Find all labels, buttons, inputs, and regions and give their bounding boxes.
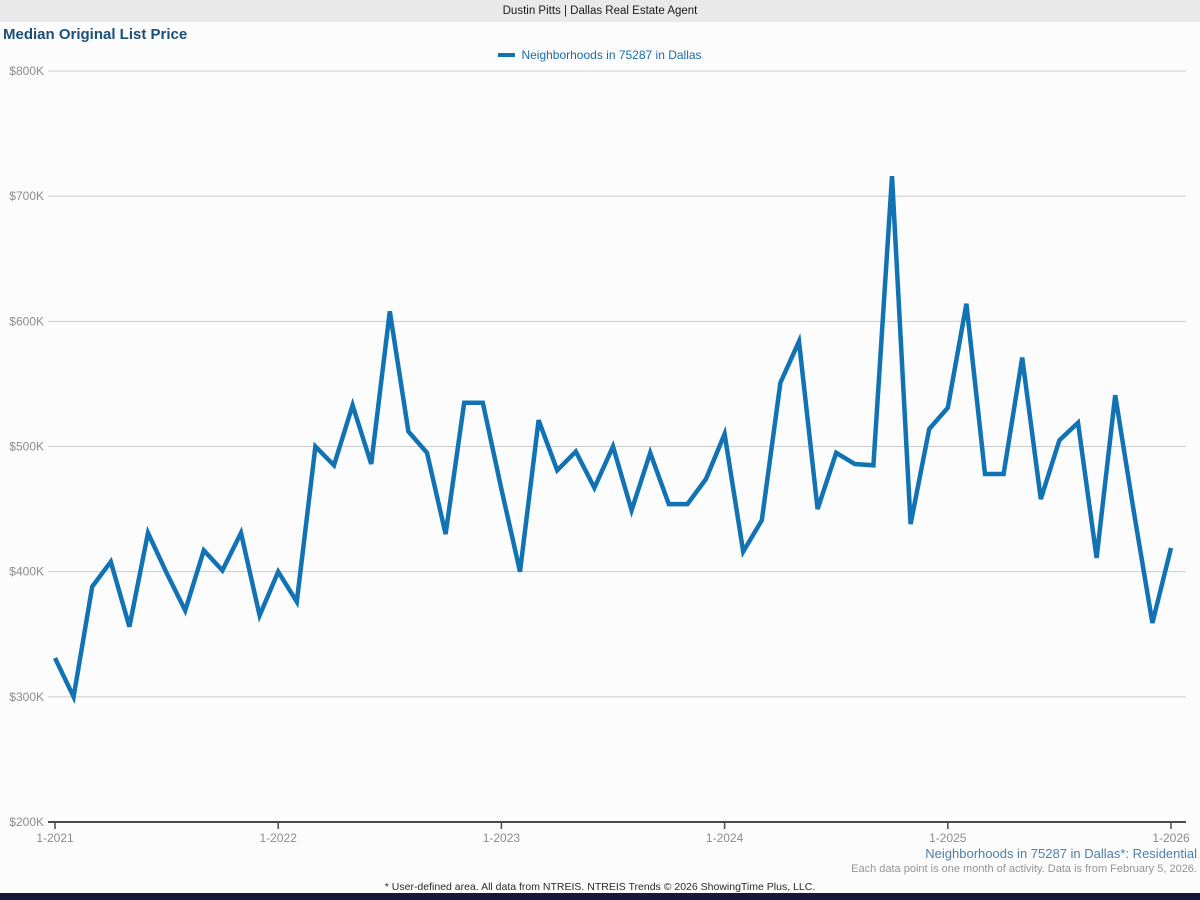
legend-label: Neighborhoods in 75287 in Dallas	[521, 48, 702, 62]
legend-line-swatch	[498, 53, 516, 57]
brand-text: Dustin Pitts | Dallas Real Estate Agent	[502, 5, 698, 17]
x-tick-label: 1-2022	[260, 831, 298, 845]
series-footnote: Neighborhoods in 75287 in Dallas*: Resid…	[925, 846, 1197, 861]
y-tick-label: $200K	[9, 815, 44, 829]
legend: Neighborhoods in 75287 in Dallas	[0, 47, 1200, 63]
x-tick-label: 1-2021	[36, 831, 74, 845]
y-tick-label: $500K	[9, 440, 44, 454]
x-tick-label: 1-2023	[483, 831, 521, 845]
y-tick-label: $700K	[9, 189, 44, 203]
x-tick-label: 1-2025	[929, 831, 967, 845]
top-brand-bar: Dustin Pitts | Dallas Real Estate Agent	[0, 0, 1200, 22]
x-tick-label: 1-2024	[706, 831, 744, 845]
x-tick-label: 1-2026	[1152, 831, 1190, 845]
y-tick-label: $300K	[9, 690, 44, 704]
data-date-footnote: Each data point is one month of activity…	[851, 863, 1197, 875]
series-line	[52, 175, 1174, 705]
y-tick-label: $800K	[9, 64, 44, 78]
attribution-footnote: * User-defined area. All data from NTREI…	[384, 881, 816, 893]
page-title: Median Original List Price	[3, 26, 188, 43]
y-tick-label: $400K	[9, 565, 44, 579]
y-tick-label: $600K	[9, 314, 44, 328]
bottom-accent-bar	[0, 893, 1200, 900]
